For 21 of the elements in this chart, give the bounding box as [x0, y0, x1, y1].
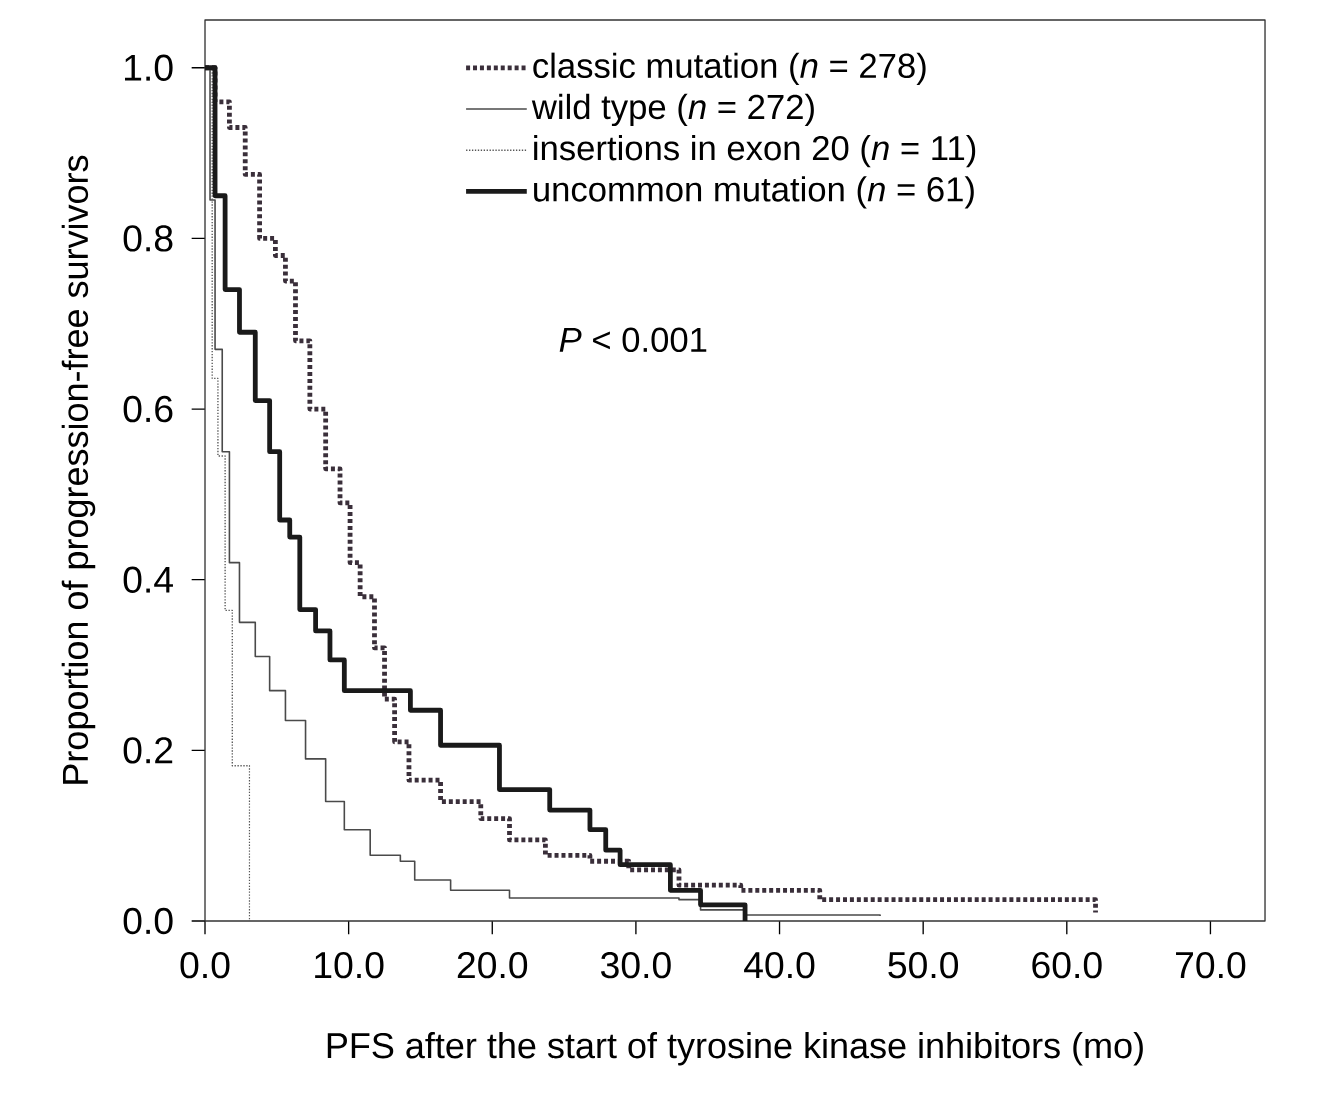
legend-label: wild type (n = 272) — [531, 93, 814, 127]
x-tick-label: 60.0 — [1032, 951, 1102, 979]
x-tick-label: 20.0 — [457, 951, 528, 979]
annotation: P < 0.001 — [559, 327, 707, 353]
x-tick-label: 50.0 — [888, 951, 959, 979]
legend-label: uncommon mutation (n = 61) — [534, 176, 974, 209]
y-tick-label: 0.0 — [123, 907, 173, 935]
x-tick-label: 0.0 — [180, 951, 230, 979]
x-tick-label: 10.0 — [315, 951, 384, 979]
legend-label: insertions in exon 20 (n = 11) — [534, 135, 976, 168]
x-tick-label: 70.0 — [1176, 951, 1246, 979]
y-tick-label: 0.6 — [123, 395, 173, 423]
legend-label: classic mutation (n = 278) — [533, 52, 926, 85]
y-tick-label: 0.4 — [123, 566, 173, 593]
x-tick-label: 30.0 — [600, 951, 671, 979]
y-tick-label: 0.8 — [123, 225, 173, 252]
x-tick-label: 40.0 — [744, 951, 815, 979]
y-axis-title: Proportion of progression-free survivors — [61, 155, 96, 784]
y-tick-label: 1.0 — [125, 54, 173, 81]
y-tick-label: 0.2 — [123, 737, 173, 764]
x-axis-title: PFS after the start of tyrosine kinase inhibitors (mo) — [327, 1031, 1143, 1066]
